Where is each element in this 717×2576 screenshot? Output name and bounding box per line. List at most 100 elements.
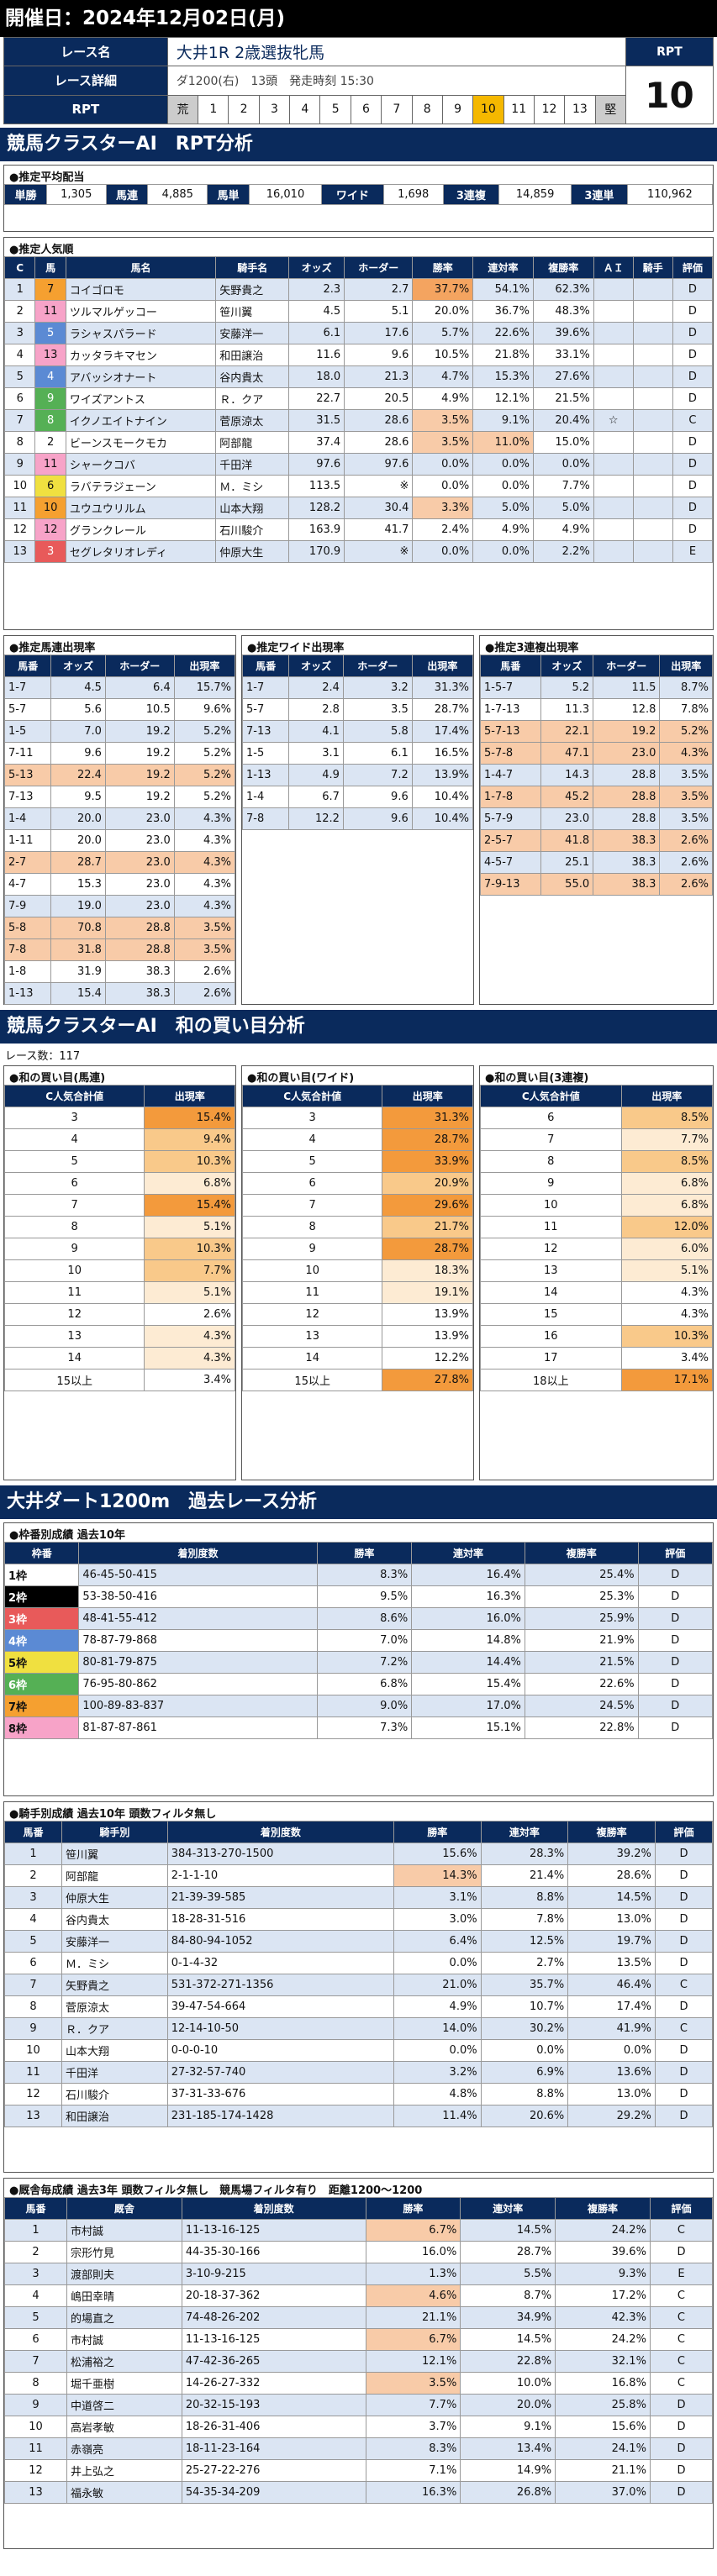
table-row: 13 5.1% [480, 1259, 714, 1282]
popular-cell: 12.1% [472, 387, 534, 410]
popular-cell: 7 [34, 278, 66, 301]
stable-header: 馬番 [3, 2197, 68, 2220]
umaren-cell: 20.0 [50, 829, 106, 852]
jockey-cell: 9 [3, 2017, 63, 2040]
wide-cell: 10.4% [411, 807, 474, 830]
sanrenpuku-header: ホーダー [593, 655, 661, 677]
umaren-cell: 5-13 [3, 764, 52, 786]
stable-cell: 17.2% [555, 2284, 651, 2307]
popular-header: 騎手 [632, 256, 673, 279]
waku-cell: 8.6% [316, 1607, 413, 1630]
table-row: 7 29.6% [241, 1194, 473, 1217]
wa_sanren-rate: 5.1% [620, 1259, 714, 1282]
popular-header: ホーダー [344, 256, 414, 279]
jockey-cell: 3.1% [393, 1886, 482, 1909]
stable-cell: 42.3% [555, 2306, 651, 2329]
sanrenpuku-cell: 19.2 [593, 720, 661, 743]
popular-cell: 39.6% [532, 322, 594, 344]
table-row: 10 7.7% [3, 1259, 235, 1282]
table-row: 6 市村誠 11-13-16-125 6.7% 14.5% 24.2% C [3, 2328, 714, 2351]
table-row: 3 31.3% [241, 1107, 473, 1129]
jockey-cell: 11.4% [393, 2105, 482, 2127]
popular-cell: 9 [3, 453, 36, 476]
popular-cell: グランクレール [65, 518, 217, 541]
stable-cell: 28.7% [460, 2241, 556, 2263]
table-row: 5-7-13 22.1 19.2 5.2% [480, 720, 713, 743]
table-row: 1-5-7 5.2 11.5 8.7% [480, 676, 713, 699]
popular-cell: 4.9% [532, 518, 594, 541]
popular-cell: 9.1% [472, 409, 534, 432]
jockey-cell: D [654, 1995, 714, 2018]
wa_sanren-sum: 15 [480, 1303, 622, 1326]
umaren-cell: 5.2% [173, 764, 236, 786]
stable-cell: 11-13-16-125 [181, 2328, 366, 2351]
popular-cell: D [672, 518, 714, 541]
stable-cell: 13 [3, 2481, 68, 2504]
waku-cell: 16.0% [411, 1607, 525, 1630]
popular-cell: 9 [34, 387, 66, 410]
popular-cell: 62.3% [532, 278, 594, 301]
jockey-cell: 13.6% [567, 2061, 656, 2084]
popular-cell: 97.6 [288, 453, 345, 476]
stable-header: 勝率 [365, 2197, 461, 2220]
jockey-cell: 笹川翼 [61, 1843, 168, 1865]
payout-value: 14,859 [498, 184, 572, 205]
wide-header: 出現率 [411, 655, 474, 677]
stable-cell: 9.1% [460, 2416, 556, 2438]
table-row: 12 12 グランクレール 石川駿介 163.9 41.7 2.4% 4.9% 4.9% D [3, 518, 714, 541]
popular-cell: 11 [3, 497, 36, 519]
popular-header: 騎手名 [215, 256, 290, 279]
jockey-cell: 231-185-174-1428 [166, 2105, 394, 2127]
wa_wide-rate: 28.7% [382, 1238, 473, 1260]
table-row: 9 中道啓二 20-32-15-193 7.7% 20.0% 25.8% D [3, 2394, 714, 2416]
jockey-cell: 和田譲治 [61, 2105, 168, 2127]
popular-cell [593, 431, 634, 454]
umaren-cell: 70.8 [50, 917, 106, 939]
waku-cell: 25.3% [524, 1585, 639, 1608]
popular-cell: 4.9% [412, 387, 474, 410]
jockey-cell: 13.0% [567, 2083, 656, 2105]
popular-cell: 笹川翼 [215, 300, 290, 323]
popular-cell: 54.1% [472, 278, 534, 301]
waku-cell: 80-81-79-875 [78, 1651, 318, 1674]
umaren-cell: 6.4 [104, 676, 175, 699]
wide-cell: 2.4 [288, 676, 344, 699]
umaren-cell: 4.3% [173, 873, 236, 896]
wa_wide-rate: 28.7% [382, 1128, 473, 1151]
table-row: 6 6.8% [3, 1172, 235, 1195]
wide-cell: 4.1 [288, 720, 344, 743]
stable-cell: D [649, 2416, 714, 2438]
popular-cell [632, 453, 673, 476]
table-row: 4枠 78-87-79-868 7.0% 14.8% 21.9% D [3, 1629, 714, 1652]
table-row: 4 9.4% [3, 1128, 235, 1151]
jockey-cell: 17.4% [567, 1995, 656, 2018]
popular-cell: 2 [34, 431, 66, 454]
waku-cell: 53-38-50-416 [78, 1585, 318, 1608]
waku-cell: 7.0% [316, 1629, 413, 1652]
popular-cell: ビーンスモークモカ [65, 431, 217, 454]
popular-cell [632, 431, 673, 454]
wa_umaren-rate: 5.1% [144, 1216, 235, 1238]
popular-cell: 0.0% [412, 453, 474, 476]
table-row: 13 13.9% [241, 1325, 473, 1348]
table-row: 12 井上弘之 25-27-22-276 7.1% 14.9% 21.1% D [3, 2459, 714, 2482]
table-row: 7-8 31.8 28.8 3.5% [3, 938, 236, 961]
table-row: 12 13.9% [241, 1303, 473, 1326]
stable-cell: 34.9% [460, 2306, 556, 2329]
rpt-head: RPT [625, 36, 714, 67]
popular-cell: 0.0% [472, 453, 534, 476]
stable-cell: 3-10-9-215 [181, 2263, 366, 2285]
wide-header: 馬番 [241, 655, 290, 677]
waku-cell: D [637, 1651, 714, 1674]
wide-cell: 7-13 [241, 720, 290, 743]
stable-cell: 6 [3, 2328, 68, 2351]
waku-cell: 6.8% [316, 1673, 413, 1695]
rpt-scale-cell: 5 [319, 94, 351, 125]
popular-cell: 2.2% [532, 540, 594, 563]
umaren-cell: 2.6% [173, 960, 236, 983]
wide-cell: 1-7 [241, 676, 290, 699]
jockey-cell: D [654, 1864, 714, 1887]
sanrenpuku-cell: 5-7-13 [480, 720, 541, 743]
wa_sanren-sum: 12 [480, 1238, 622, 1260]
stable-cell: 16.3% [365, 2481, 461, 2504]
